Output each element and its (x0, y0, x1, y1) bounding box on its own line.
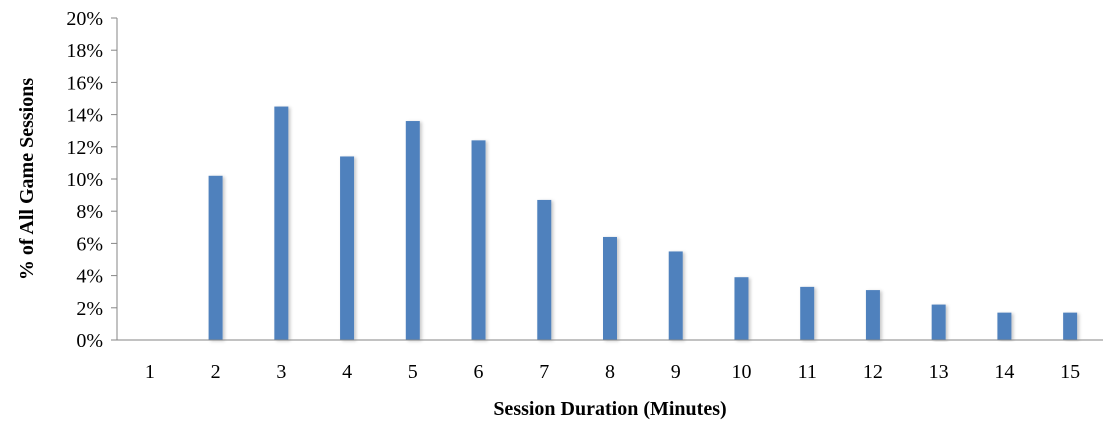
y-tick-label: 16% (66, 72, 103, 94)
bar-4 (340, 156, 355, 340)
x-tick-label: 10 (731, 361, 751, 383)
x-tick-label: 7 (539, 361, 549, 383)
x-tick-label: 8 (605, 361, 615, 383)
x-tick-label: 9 (671, 361, 681, 383)
x-tick-label: 14 (994, 361, 1014, 383)
x-axis: 1 2 3 4 5 6 7 8 9 10 11 12 13 14 15 (117, 339, 1103, 383)
y-tick-label: 2% (76, 298, 103, 320)
bar-11 (800, 286, 815, 340)
bars (208, 106, 1078, 340)
bar-9 (668, 251, 683, 340)
y-tick-label: 18% (66, 40, 103, 62)
x-tick-label: 2 (211, 361, 221, 383)
x-tick-label: 4 (342, 361, 352, 383)
y-axis-title: % of All Game Sessions (16, 78, 38, 280)
x-tick-label: 1 (145, 361, 155, 383)
bar-7 (537, 199, 552, 340)
bar-3 (274, 106, 289, 340)
bar-6 (471, 140, 486, 340)
bar-8 (603, 236, 617, 340)
bar-10 (734, 277, 749, 340)
y-axis: 0% 2% 4% 6% 8% 10% 12% 14% 16% 18% 20% (66, 8, 118, 352)
bar-13 (931, 304, 946, 340)
bar-15 (1063, 312, 1078, 340)
x-tick-label: 5 (408, 361, 418, 383)
x-tick-label: 13 (929, 361, 949, 383)
y-tick-label: 10% (66, 169, 103, 191)
bar-5 (405, 121, 420, 340)
x-axis-title: Session Duration (Minutes) (493, 398, 726, 420)
bar-2 (208, 175, 223, 340)
bar-12 (865, 290, 880, 340)
y-tick-label: 4% (76, 266, 103, 288)
x-tick-label: 12 (863, 361, 883, 383)
x-tick-label: 15 (1060, 361, 1080, 383)
bar-14 (997, 312, 1012, 340)
y-tick-label: 8% (76, 201, 103, 223)
y-tick-label: 14% (66, 105, 103, 127)
x-tick-label: 3 (276, 361, 286, 383)
y-tick-label: 20% (66, 8, 103, 30)
x-tick-label: 6 (474, 361, 484, 383)
y-tick-label: 0% (76, 330, 103, 352)
y-tick-label: 6% (76, 233, 103, 255)
x-tick-label: 11 (798, 361, 817, 383)
y-tick-label: 12% (66, 137, 103, 159)
